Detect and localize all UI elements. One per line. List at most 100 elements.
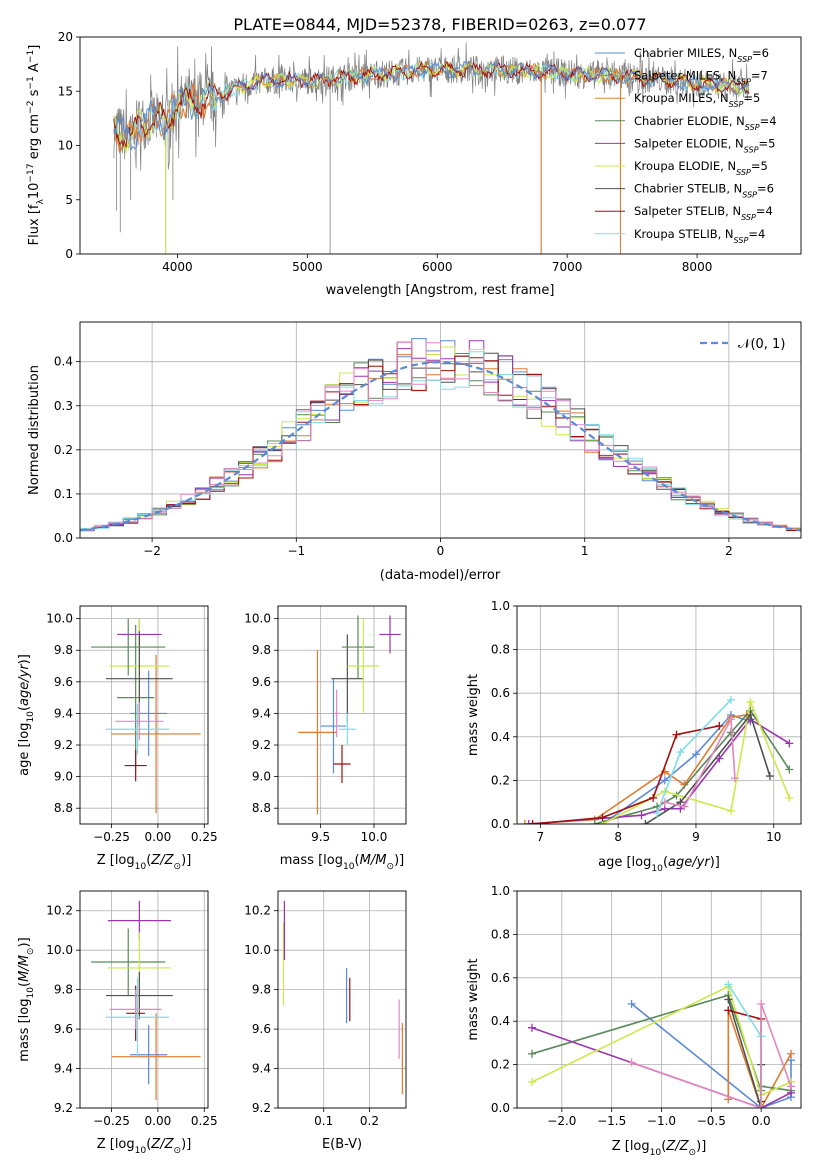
y-tick-label: 9.6 (252, 1022, 271, 1036)
x-tick-label: −2 (143, 544, 161, 558)
y-tick-label: 0.2 (54, 443, 73, 457)
y-tick-label: 0.0 (491, 1101, 510, 1115)
y-tick-label: 0.4 (491, 1014, 510, 1028)
mass-weight-marker (676, 748, 685, 757)
y-tick-label: 0.1 (54, 487, 73, 501)
y-tick-label: 8.8 (252, 801, 271, 815)
mass_vs_EBV-frame (277, 890, 407, 1109)
y-tick-label: 9.8 (54, 983, 73, 997)
mass-weight-marker (691, 750, 700, 759)
mass_vs_Z-axes: −0.25 0.00 0.25 9.2 9.4 9.6 9.8 10.0 10.2 Z [log1… (17, 890, 218, 1156)
age_vs_mass-plot (298, 615, 401, 815)
mass-weight-marker (785, 739, 794, 748)
mass-weight-marker (726, 695, 735, 704)
legend-label: Salpeter STELIB, NSSP=4 (634, 204, 773, 222)
legend-label: Chabrier ELODIE, NSSP=4 (634, 114, 777, 132)
x-axis-label: age [log10(age/yr)] (598, 855, 720, 874)
mass-weight-marker (653, 809, 662, 818)
y-tick-label: 9.0 (252, 770, 271, 784)
mw_vs_age-plot (520, 695, 794, 824)
y-tick-label: 9.4 (54, 706, 73, 720)
y-tick-label: 9.4 (252, 706, 271, 720)
y-tick-label: 9.2 (252, 738, 271, 752)
x-tick-label: 6000 (422, 260, 453, 274)
x-tick-label: −0.5 (697, 1114, 726, 1128)
mass-weight-marker (627, 1058, 636, 1067)
mw_vs_Z-axes: −2.0 −1.5 −1.0 −0.5 0.0 0.0 0.2 0.4 0.6 0.8 1.0 Z [… (466, 884, 802, 1158)
mass-weight-marker (724, 1006, 733, 1015)
mass-weight-marker (787, 1082, 796, 1091)
mass-weight-line (727, 999, 762, 1108)
mass-weight-marker (528, 820, 537, 824)
y-tick-label: 10.0 (46, 612, 73, 626)
legend-label: Salpeter MILES, NSSP=7 (634, 69, 768, 87)
y-tick-label: 9.4 (252, 1062, 271, 1076)
y-tick-label: 10.0 (46, 943, 73, 957)
age_vs_Z-axes: −0.25 0.00 0.25 8.8 9.0 9.2 9.4 9.6 9.8 10.0 Z [lo… (17, 605, 218, 872)
mass-weight-line (727, 1010, 792, 1108)
x-axis-label: wavelength [Angstrom, rest frame] (326, 283, 555, 298)
mass-weight-marker (641, 820, 650, 824)
mass-weight-marker (724, 980, 733, 989)
residuals-frame (79, 321, 802, 539)
x-tick-label: −1.5 (597, 1114, 626, 1128)
x-tick-label: 8000 (682, 260, 713, 274)
figure-title: PLATE=0844, MJD=52378, FIBERID=0263, z=0… (233, 15, 646, 34)
y-tick-label: 9.6 (54, 675, 73, 689)
y-tick-label: 9.8 (54, 643, 73, 657)
mass_vs_EBV-axes: 0.1 0.2 9.2 9.4 9.6 9.8 10.0 10.2 E(B-V) (244, 890, 407, 1152)
x-tick-label: 10.0 (361, 830, 388, 844)
y-tick-label: 1.0 (491, 599, 510, 613)
mass-weight-marker (765, 772, 774, 781)
x-axis-label: (data-model)/error (380, 568, 501, 583)
mw_vs_age-frame (516, 605, 802, 825)
spectrum-model-line (113, 59, 750, 153)
y-tick-label: 0.3 (54, 399, 73, 413)
mass-weight-marker (726, 715, 735, 724)
y-tick-label: 0.0 (54, 531, 73, 545)
mass_vs_Z-frame (79, 890, 209, 1109)
legend-label: Kroupa MILES, NSSP=5 (634, 91, 760, 109)
x-axis-label: mass [log10(M/M⊙)] (280, 853, 404, 872)
spectrum-data-line (113, 42, 750, 171)
age_vs_mass-axes: 9.5 10.0 8.8 9.0 9.2 9.4 9.6 9.8 10.0 mass [log10… (244, 605, 407, 872)
y-tick-label: 0.4 (54, 355, 73, 369)
mass-weight-marker (524, 820, 533, 824)
x-tick-label: 0 (437, 544, 445, 558)
legend-label: Chabrier STELIB, NSSP=6 (634, 182, 774, 200)
y-tick-label: 10.2 (46, 904, 73, 918)
mw_vs_age-axes: 7 8 9 10 0.0 0.2 0.4 0.6 0.8 1.0 age [log10(age/yr… (466, 599, 802, 874)
spectrum-model-line (113, 61, 750, 150)
x-axis-label: Z [log10(Z/Z⊙)] (97, 853, 192, 872)
legend-label: Kroupa STELIB, NSSP=4 (634, 227, 765, 245)
x-axis-label: Z [log10(Z/Z⊙)] (97, 1137, 192, 1156)
y-axis-label: mass [log10(M/M⊙)] (17, 937, 36, 1061)
mass-weight-line (644, 713, 771, 824)
x-axis-label: Z [log10(Z/Z⊙)] (612, 1139, 707, 1158)
y-tick-label: 9.4 (54, 1062, 73, 1076)
age_vs_Z-plot (91, 618, 201, 813)
y-tick-label: 0.6 (491, 686, 510, 700)
spectrum-frame (79, 36, 802, 255)
x-tick-label: 4000 (162, 260, 193, 274)
mass-weight-marker (746, 697, 755, 706)
mass-weight-marker (649, 793, 658, 802)
mass-weight-marker (724, 995, 733, 1004)
mw_vs_Z-frame (516, 890, 802, 1109)
mass_vs_Z-plot (91, 900, 201, 1101)
y-tick-label: 20 (58, 30, 73, 44)
y-tick-label: 9.2 (54, 738, 73, 752)
x-tick-label: −1.0 (647, 1114, 676, 1128)
x-tick-label: −1 (287, 544, 305, 558)
x-tick-label: 0.25 (191, 830, 218, 844)
x-tick-label: 7 (537, 830, 545, 844)
legend-label: Kroupa ELODIE, NSSP=5 (634, 159, 768, 177)
mass-weight-marker (527, 1049, 536, 1058)
legend-label: Chabrier MILES, NSSP=6 (634, 46, 769, 64)
y-axis-label: mass weight (466, 958, 481, 1040)
y-axis-label: age [log10(age/yr)] (17, 654, 36, 776)
mass-weight-line (524, 714, 747, 824)
mass-weight-line (594, 709, 790, 824)
y-tick-label: 10.2 (244, 904, 271, 918)
